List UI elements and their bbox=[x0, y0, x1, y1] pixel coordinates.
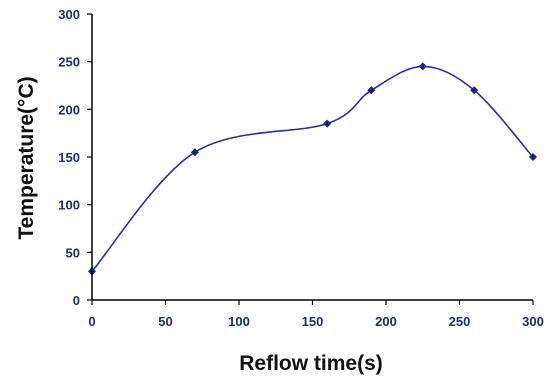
data-point-marker bbox=[323, 119, 332, 128]
y-tick-label: 300 bbox=[58, 7, 80, 22]
x-axis-ticks: 0 50 100 150 200 250 300 bbox=[88, 300, 544, 329]
x-tick-label: 200 bbox=[375, 314, 397, 329]
x-tick-label: 50 bbox=[158, 314, 172, 329]
x-tick-label: 100 bbox=[228, 314, 250, 329]
temperature-curve bbox=[91, 65, 534, 272]
y-tick-label: 0 bbox=[73, 293, 80, 308]
y-tick-label: 250 bbox=[58, 55, 80, 70]
data-point-marker bbox=[190, 148, 199, 157]
x-tick-label: 250 bbox=[449, 314, 471, 329]
x-tick-label: 150 bbox=[302, 314, 324, 329]
y-axis-ticks: 0 50 100 150 200 250 300 bbox=[58, 7, 92, 308]
x-axis-title: Reflow time(s) bbox=[239, 352, 383, 375]
x-tick-label: 0 bbox=[88, 314, 95, 329]
y-tick-label: 100 bbox=[58, 198, 80, 213]
data-point-marker bbox=[367, 86, 376, 95]
y-tick-label: 200 bbox=[58, 102, 80, 117]
data-points bbox=[88, 62, 537, 276]
data-point-marker bbox=[418, 62, 427, 71]
data-point-marker bbox=[470, 86, 479, 95]
y-axis-title: Temperature(°C) bbox=[15, 76, 38, 239]
y-tick-label: 50 bbox=[66, 245, 80, 260]
y-tick-label: 150 bbox=[58, 150, 80, 165]
x-tick-label: 300 bbox=[522, 314, 544, 329]
data-point-marker bbox=[529, 153, 537, 161]
